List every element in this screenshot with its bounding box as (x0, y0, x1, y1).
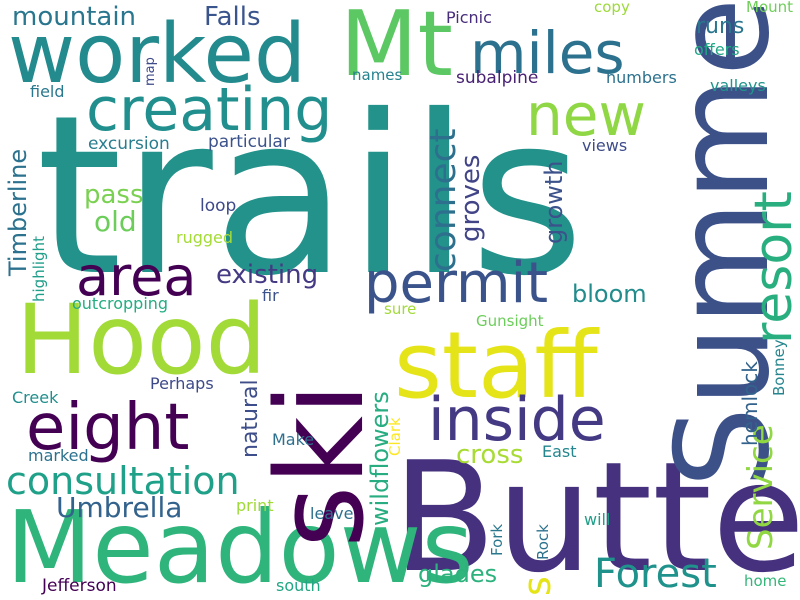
word-rock: Rock (534, 524, 552, 560)
word-east: East (542, 442, 577, 461)
word-umbrella: Umbrella (56, 491, 183, 524)
word-excursion: excursion (88, 134, 170, 154)
word-hood: Hood (16, 284, 267, 396)
word-consultation: consultation (6, 459, 240, 503)
word-south: south (276, 576, 321, 595)
word-cross: cross (456, 440, 524, 470)
word-existing: existing (216, 260, 319, 290)
word-permit: permit (364, 251, 549, 316)
word-old: old (94, 205, 137, 238)
word-sure: sure (384, 300, 417, 318)
word-map: map (143, 57, 158, 86)
word-bloom: bloom (572, 280, 647, 308)
word-creek: Creek (12, 388, 59, 407)
word-timberline: Timberline (4, 148, 32, 276)
word-inside: inside (428, 385, 606, 455)
word-glades: glades (418, 560, 498, 588)
word-gunsight: Gunsight (476, 312, 544, 330)
word-highlight: highlight (30, 236, 48, 302)
word-worked: worked (8, 7, 307, 102)
word-ski: ski (252, 382, 391, 548)
word-runs: runs (696, 14, 745, 39)
word-copy: copy (594, 0, 630, 16)
word-creating: creating (86, 75, 333, 145)
word-hemlock: hemlock (738, 361, 762, 446)
word-subalpine: subalpine (456, 68, 539, 88)
word-trails: trails (36, 68, 585, 324)
word-mt: Mt (340, 0, 453, 97)
word-field: field (30, 82, 65, 101)
word-valleys: valleys (710, 76, 766, 95)
word-will: will (584, 510, 611, 529)
word-picnic: Picnic (446, 8, 492, 27)
word-rugged: rugged (176, 228, 234, 247)
word-names: names (352, 66, 403, 84)
word-wildflowers: wildflowers (366, 391, 394, 526)
word-s: s (515, 576, 559, 596)
word-make: Make (272, 430, 315, 449)
word-pass: pass (84, 180, 144, 210)
word-natural: natural (238, 379, 263, 458)
word-fir: fir (262, 286, 279, 305)
word-area: area (76, 245, 197, 308)
word-marked: marked (28, 446, 89, 465)
word-views: views (582, 136, 628, 155)
word-eight: eight (26, 391, 190, 465)
word-mountain: mountain (12, 2, 137, 32)
word-leave: leave (310, 504, 354, 523)
word-falls: Falls (204, 2, 261, 32)
word-growth: growth (540, 160, 568, 244)
word-resort: resort (744, 191, 800, 344)
word-groves: groves (456, 154, 486, 242)
word-bonney: Bonney (770, 339, 788, 396)
word-clark: Clark (386, 417, 404, 456)
word-offers: offers (694, 40, 740, 59)
word-forest: Forest (594, 551, 717, 597)
word-staff: staff (394, 312, 598, 419)
word-fork: Fork (488, 523, 506, 556)
word-home: home (744, 572, 787, 590)
word-meadows: Meadows (6, 489, 474, 600)
word-jefferson: Jefferson (42, 576, 117, 596)
word-perhaps: Perhaps (150, 374, 214, 393)
word-loop: loop (200, 196, 237, 216)
word-butte: Butte (392, 429, 800, 600)
word-particular: particular (208, 132, 290, 152)
word-new: new (526, 81, 646, 149)
word-mount: Mount (746, 0, 794, 16)
word-miles: miles (470, 19, 625, 87)
word-print: print (236, 496, 274, 515)
word-outcropping: outcropping (72, 294, 169, 313)
word-numbers: numbers (606, 68, 677, 87)
